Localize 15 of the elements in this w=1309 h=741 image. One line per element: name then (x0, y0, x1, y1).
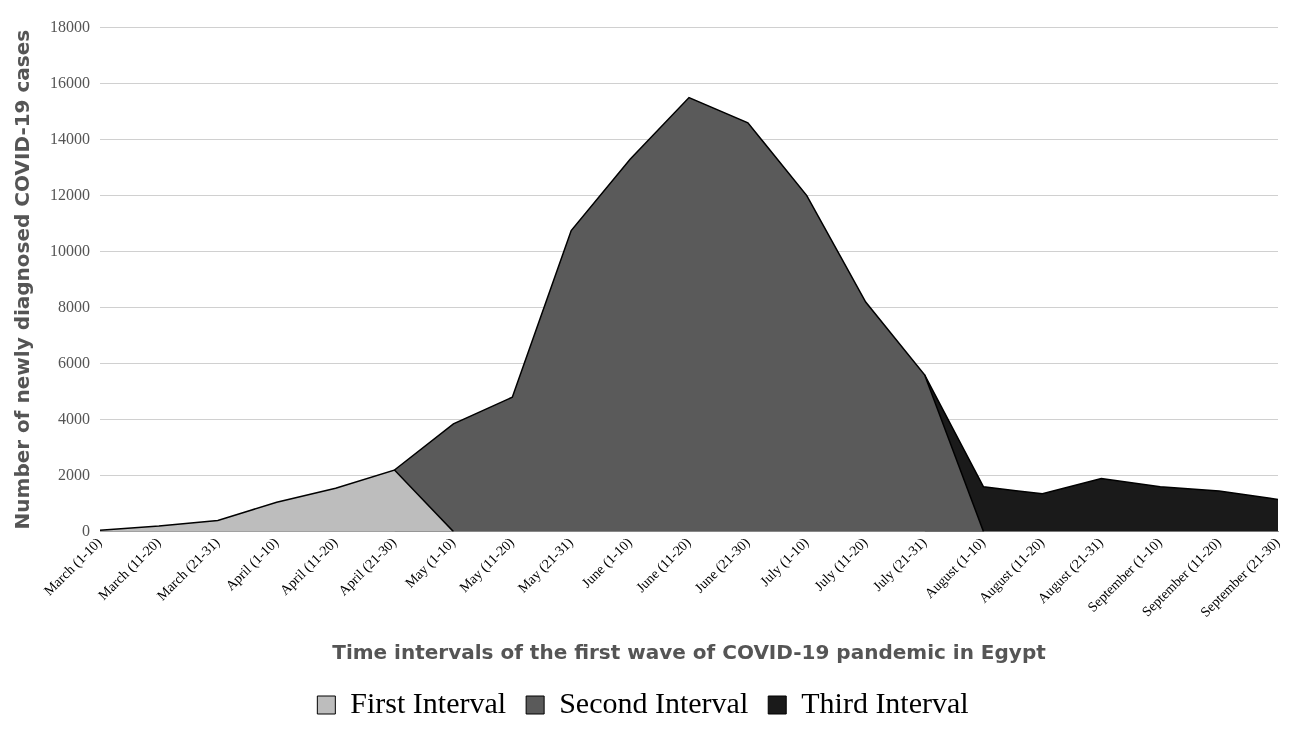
y-tick-label: 4000 (58, 409, 90, 427)
y-tick-label: 12000 (50, 185, 90, 203)
y-tick-label: 2000 (58, 465, 90, 483)
y-axis-title: Number of newly diagnosed COVID-19 cases (10, 29, 35, 530)
y-tick-label: 10000 (50, 241, 90, 259)
legend-label: Third Interval (801, 685, 969, 719)
y-tick-label: 6000 (58, 353, 90, 371)
y-tick-label: 18000 (50, 17, 90, 35)
y-tick-label: 8000 (58, 297, 90, 315)
legend-label: First Interval (350, 685, 507, 719)
legend-label: Second Interval (559, 685, 749, 719)
x-axis-title: Time intervals of the first wave of COVID-19 pandemic in Egypt (332, 640, 1047, 665)
y-tick-label: 16000 (50, 73, 90, 91)
y-tick-label: 14000 (50, 129, 90, 147)
y-tick-label: 0 (82, 521, 90, 539)
